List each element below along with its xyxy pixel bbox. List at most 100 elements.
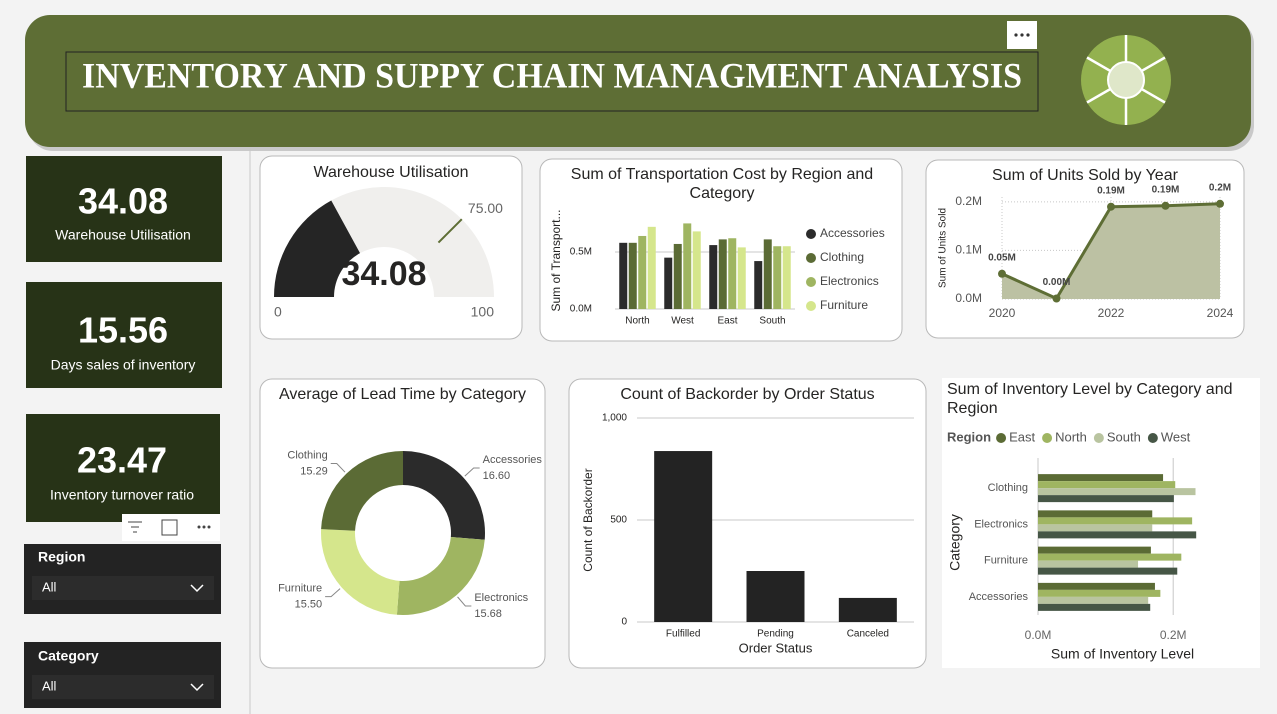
x-tick-label: 0.2M <box>1160 628 1187 642</box>
legend-marker <box>806 253 816 263</box>
bar <box>754 261 763 309</box>
header-banner <box>25 15 1251 147</box>
legend-label: Accessories <box>820 226 885 240</box>
bar <box>647 226 656 309</box>
kpi-card <box>26 414 220 522</box>
slice-value: 15.68 <box>474 608 502 620</box>
legend-marker <box>806 229 816 239</box>
bar <box>628 242 637 309</box>
legend-marker <box>996 433 1007 443</box>
gauge-value <box>274 200 361 297</box>
bar <box>1038 546 1151 554</box>
legend-label: East <box>1009 429 1035 444</box>
y-tick-label: 0.0M <box>570 304 592 315</box>
chart-title: Sum of Inventory Level by Category and R… <box>947 381 1233 417</box>
bar <box>619 242 628 309</box>
bar <box>1038 488 1196 496</box>
bar <box>728 238 737 309</box>
x-tick-label: 0.0M <box>1025 628 1052 642</box>
leader-line <box>464 467 480 477</box>
chart-title: Sum of Units Sold by Year <box>992 167 1178 184</box>
logo-dividers <box>1086 35 1166 125</box>
chevron <box>190 683 204 692</box>
x-tick-label: 2022 <box>1098 306 1125 320</box>
slicer-dropdown[interactable] <box>32 576 214 600</box>
focus-icon[interactable] <box>161 519 178 536</box>
bar <box>1038 596 1149 604</box>
legend-title: Region <box>947 429 991 444</box>
area <box>1002 203 1220 299</box>
kpi-value: 23.47 <box>77 440 167 481</box>
bar <box>664 257 673 309</box>
chart-title: Count of Backorder by Order Status <box>620 386 875 403</box>
y-axis-label: Count of Backorder <box>581 468 595 571</box>
title-frame <box>65 51 1039 112</box>
y-tick-label: 1,000 <box>602 413 627 424</box>
y-tick-label: Furniture <box>984 555 1028 567</box>
legend-label: Furniture <box>820 298 868 312</box>
filter-icon[interactable] <box>128 521 142 533</box>
bar <box>1038 560 1139 568</box>
slice-category: Electronics <box>474 592 528 604</box>
y-tick-label: 0.1M <box>955 243 982 257</box>
logo-divider <box>1140 87 1166 104</box>
bar <box>638 235 647 309</box>
x-tick-label: 2024 <box>1207 306 1234 320</box>
x-tick-label: Fulfilled <box>666 629 700 640</box>
x-axis-label: Sum of Inventory Level <box>1051 646 1194 662</box>
bar <box>709 245 718 309</box>
bar <box>718 239 727 309</box>
kpi-label: Warehouse Utilisation <box>55 227 191 243</box>
x-tick-label: South <box>759 316 785 327</box>
data-label: 0.00M <box>1043 277 1071 288</box>
more-dot <box>1020 33 1024 37</box>
bar <box>1038 531 1197 539</box>
slicer-label: Region <box>38 549 85 565</box>
x-tick-label: North <box>625 316 649 327</box>
y-tick-label: 500 <box>610 515 627 526</box>
logo-divider <box>1086 56 1112 73</box>
slicer-value: All <box>42 579 57 594</box>
slice-category: Accessories <box>483 454 543 466</box>
slice-value: 15.50 <box>295 599 323 611</box>
bar <box>1038 495 1174 503</box>
slicer-dropdown[interactable] <box>32 675 214 699</box>
x-tick-label: 2020 <box>989 306 1016 320</box>
donut-slice <box>396 536 485 615</box>
bar <box>1038 510 1153 518</box>
logo-divider <box>1140 56 1166 73</box>
bar <box>737 247 746 309</box>
y-tick-label: 0 <box>621 617 627 628</box>
more-dot <box>197 525 201 529</box>
point <box>1161 201 1170 210</box>
more-dot <box>1014 33 1018 37</box>
gauge-value-label: 34.08 <box>341 255 426 293</box>
data-label: 0.19M <box>1097 185 1125 196</box>
bar <box>773 246 782 309</box>
bar <box>1038 582 1155 590</box>
data-label: 0.19M <box>1152 184 1180 195</box>
data-label: 0.05M <box>988 252 1016 263</box>
chart-title: Warehouse Utilisation <box>313 164 469 181</box>
donut-slice <box>321 451 403 531</box>
bar <box>782 246 791 309</box>
x-tick-label: West <box>671 316 694 327</box>
point <box>1216 199 1224 208</box>
legend-marker <box>1147 433 1158 443</box>
gauge-target-label: 75.00 <box>468 200 503 216</box>
kpi-label: Inventory turnover ratio <box>50 487 194 503</box>
kpi-card <box>26 282 222 388</box>
legend-marker <box>1042 433 1053 443</box>
point <box>1107 202 1115 211</box>
slice-category: Furniture <box>278 583 322 595</box>
slicer-value: All <box>42 678 57 693</box>
panel <box>259 378 546 669</box>
donut-slice <box>321 529 400 615</box>
bar <box>1038 481 1176 489</box>
gauge-max-label: 100 <box>471 304 495 320</box>
leader-line <box>330 463 346 473</box>
more-dot <box>1026 33 1030 37</box>
